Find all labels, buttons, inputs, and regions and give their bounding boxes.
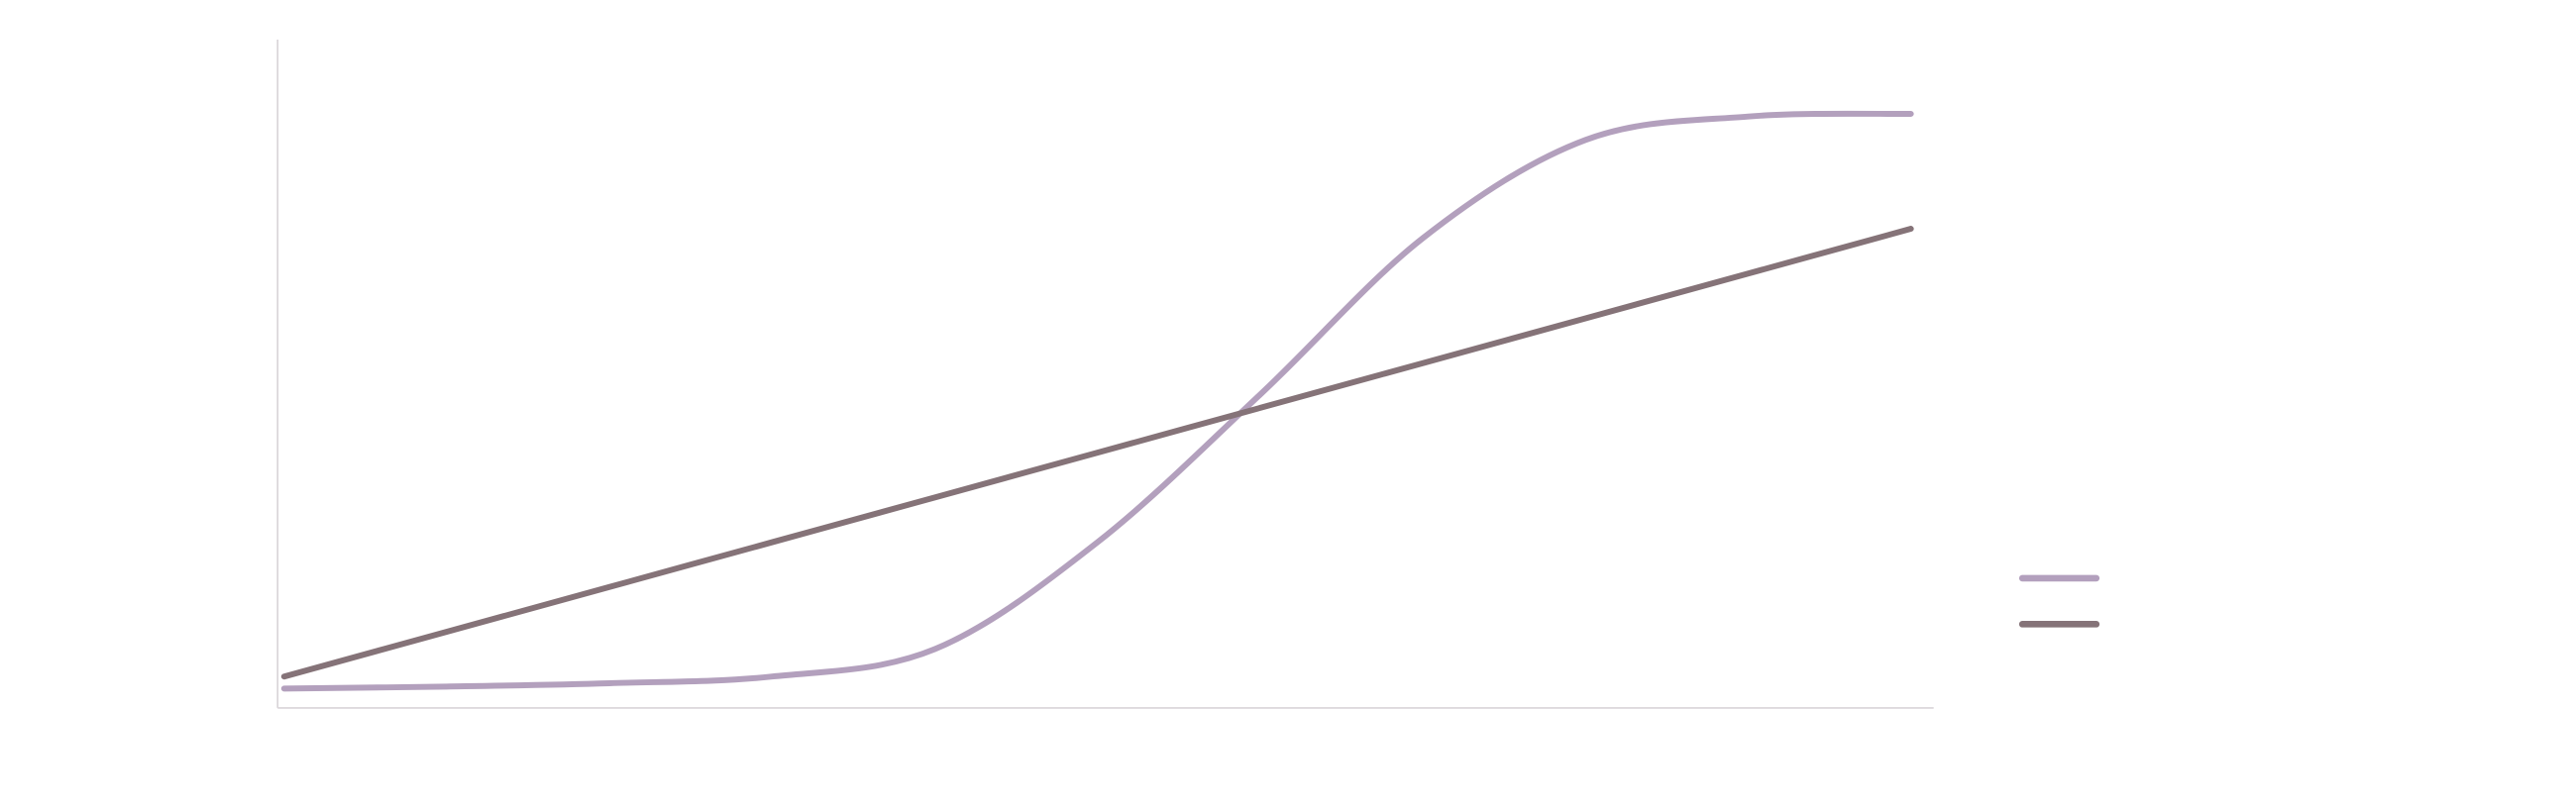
series-line: [280, 110, 1914, 692]
series-line: [280, 226, 1914, 680]
